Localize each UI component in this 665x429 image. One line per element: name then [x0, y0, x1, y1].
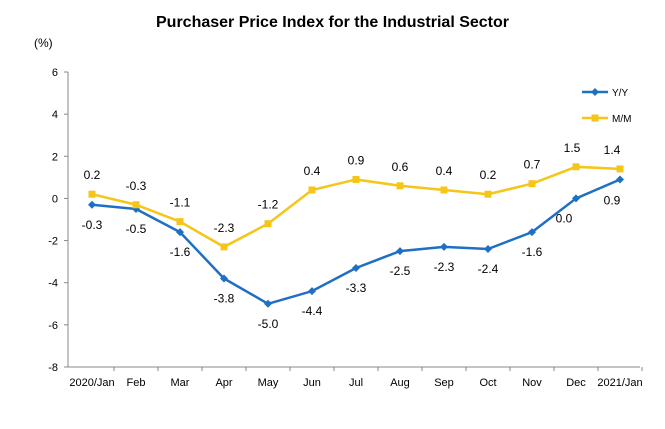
data-point-yy — [176, 228, 184, 237]
x-tick-label: Nov — [522, 377, 542, 389]
data-point-mm — [132, 201, 140, 209]
data-point-mm — [396, 182, 404, 190]
data-point-mm — [528, 180, 536, 188]
y-tick-label: -2 — [48, 236, 58, 248]
data-label-yy: -5.0 — [258, 317, 279, 331]
data-label-mm: 0.4 — [436, 164, 453, 178]
x-axis-ticks: 2020/Jan Feb Mar Apr May Jun Jul Aug Sep Oct Nov De… — [69, 367, 643, 389]
data-point-mm — [220, 243, 228, 251]
data-point-mm — [176, 218, 184, 226]
y-tick-label: 4 — [52, 109, 58, 121]
data-point-yy — [616, 175, 624, 184]
x-tick-label: Sep — [434, 377, 454, 389]
y-axis-ticks: 6 4 2 0 -2 -4 -6 -8 — [48, 67, 68, 374]
data-label-yy: 0.0 — [556, 211, 573, 225]
data-point-mm — [264, 220, 272, 228]
data-point-mm — [572, 163, 580, 171]
data-label-mm: 0.7 — [524, 158, 541, 172]
x-tick-label: 2021/Jan — [597, 377, 642, 389]
data-point-yy — [264, 299, 272, 308]
data-point-yy — [440, 242, 448, 251]
x-tick-label: 2020/Jan — [69, 377, 114, 389]
legend-label: M/M — [612, 114, 631, 125]
data-point-yy — [528, 228, 536, 237]
data-label-mm: 1.5 — [564, 141, 581, 155]
data-point-yy — [396, 247, 404, 256]
legend-marker — [591, 114, 599, 122]
data-label-yy: -0.3 — [82, 218, 103, 232]
data-point-mm — [616, 165, 624, 173]
data-label-yy: -1.6 — [522, 245, 543, 259]
legend: Y/Y M/M — [582, 88, 631, 125]
x-tick-label: Oct — [479, 377, 496, 389]
y-tick-label: 0 — [52, 193, 58, 205]
x-tick-label: May — [258, 377, 279, 389]
data-point-mm — [308, 186, 316, 194]
data-label-yy: -0.5 — [126, 222, 147, 236]
data-point-mm — [88, 190, 96, 198]
data-point-mm — [440, 186, 448, 194]
y-tick-label: 2 — [52, 151, 58, 163]
y-tick-label: 6 — [52, 67, 58, 79]
data-label-mm: 0.6 — [392, 160, 409, 174]
y-tick-label: -6 — [48, 320, 58, 332]
data-label-yy: -2.5 — [390, 264, 411, 278]
y-tick-label: -4 — [48, 278, 58, 290]
x-tick-label: Aug — [390, 377, 410, 389]
data-point-yy — [484, 245, 492, 253]
x-tick-label: Apr — [215, 377, 232, 389]
x-tick-label: Feb — [127, 377, 146, 389]
data-label-mm: 1.4 — [604, 143, 621, 157]
data-label-mm: 0.9 — [348, 153, 365, 167]
data-point-yy — [88, 200, 96, 209]
data-point-yy — [308, 287, 316, 296]
data-label-mm: -2.3 — [214, 221, 235, 235]
x-tick-label: Jul — [349, 377, 363, 389]
data-label-mm: 0.2 — [480, 168, 497, 182]
data-point-mm — [352, 175, 360, 183]
data-label-yy: -2.4 — [478, 262, 499, 276]
data-label-yy: -1.6 — [170, 245, 191, 259]
data-point-yy — [220, 274, 228, 283]
data-label-mm: 0.4 — [304, 164, 321, 178]
data-label-yy: -2.3 — [434, 260, 455, 274]
y-tick-label: -8 — [48, 362, 58, 374]
data-point-yy — [352, 263, 360, 272]
x-tick-label: Jun — [303, 377, 321, 389]
legend-marker — [591, 88, 599, 96]
x-tick-label: Mar — [171, 377, 190, 389]
data-label-mm: 0.2 — [84, 168, 101, 182]
data-labels-group: -0.3 -0.5 -1.6 -3.8 -5.0 -4.4 -3.3 -2.5 -2.3 -2.4… — [82, 141, 621, 331]
data-point-mm — [484, 190, 492, 198]
data-label-yy: 0.9 — [604, 193, 621, 207]
data-label-mm: -1.2 — [258, 198, 279, 212]
data-point-yy — [572, 194, 580, 203]
data-label-mm: -1.1 — [170, 196, 191, 210]
x-tick-label: Dec — [566, 377, 586, 389]
data-label-yy: -3.8 — [214, 292, 235, 306]
data-label-yy: -3.3 — [346, 281, 367, 295]
data-label-mm: -0.3 — [126, 179, 147, 193]
y-unit-label: (%) — [34, 36, 53, 50]
chart-title: Purchaser Price Index for the Industrial… — [156, 14, 509, 31]
legend-label: Y/Y — [612, 88, 628, 99]
data-label-yy: -4.4 — [302, 304, 323, 318]
series-group — [88, 163, 624, 308]
